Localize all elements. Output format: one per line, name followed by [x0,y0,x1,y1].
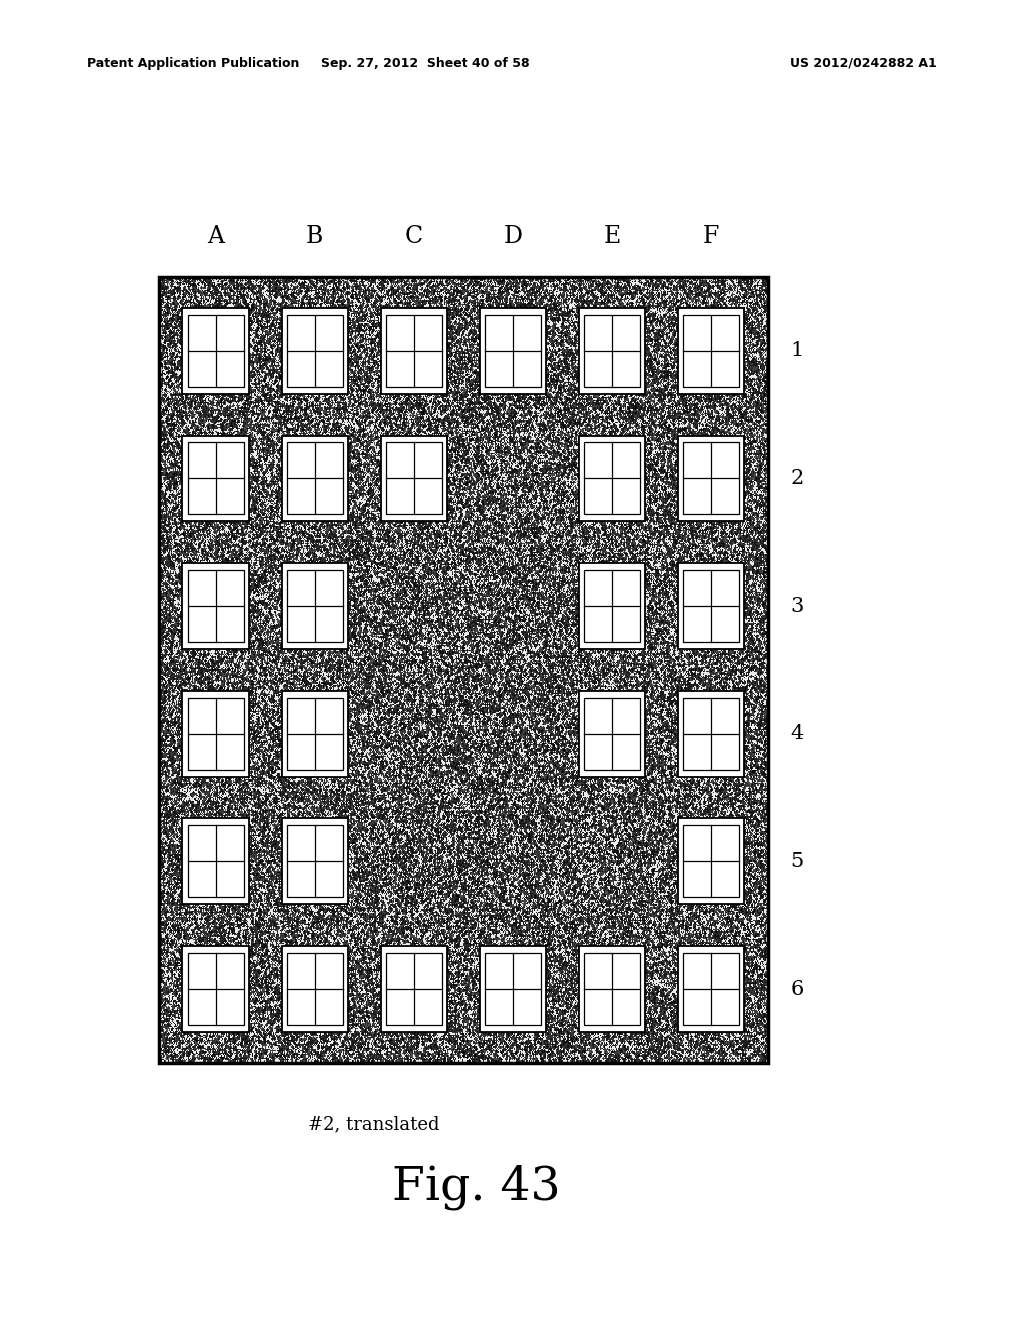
Text: C: C [404,226,423,248]
Bar [678,818,744,904]
Text: 6: 6 [791,979,804,998]
Bar [182,690,249,776]
Bar [683,825,739,898]
Bar [683,570,739,642]
Bar [381,436,447,521]
Text: E: E [603,226,621,248]
Text: 5: 5 [791,851,804,871]
Text: 1: 1 [791,342,804,360]
Bar [187,953,244,1026]
Bar [678,564,744,649]
Bar [579,436,645,521]
Text: Patent Application Publication: Patent Application Publication [87,57,299,70]
Bar [683,698,739,770]
Text: Fig. 43: Fig. 43 [392,1164,560,1209]
Bar [485,953,541,1026]
Bar [282,690,348,776]
Bar [683,442,739,515]
Bar [386,953,441,1026]
Bar [187,825,244,898]
Bar [579,946,645,1032]
Bar [584,953,640,1026]
Bar [683,953,739,1026]
Text: F: F [702,226,719,248]
Text: D: D [504,226,522,248]
Bar [182,946,249,1032]
Bar [678,308,744,393]
Text: A: A [207,226,224,248]
Bar [187,570,244,642]
Bar [182,308,249,393]
Text: #2, translated: #2, translated [308,1115,439,1134]
Bar [282,308,348,393]
Bar [678,436,744,521]
Bar [187,314,244,387]
Bar [282,946,348,1032]
Bar [287,825,343,898]
Bar [584,698,640,770]
Bar [159,277,768,1063]
Bar [584,442,640,515]
Bar [287,570,343,642]
Bar [287,698,343,770]
Bar [381,946,447,1032]
Bar [187,698,244,770]
Text: US 2012/0242882 A1: US 2012/0242882 A1 [791,57,937,70]
Text: Sep. 27, 2012  Sheet 40 of 58: Sep. 27, 2012 Sheet 40 of 58 [321,57,529,70]
Bar [182,436,249,521]
Bar [678,690,744,776]
Bar [182,564,249,649]
Text: 4: 4 [791,725,804,743]
Bar [287,953,343,1026]
Text: 2: 2 [791,469,804,488]
Bar [678,946,744,1032]
Bar [287,442,343,515]
Bar [386,442,441,515]
Bar [182,818,249,904]
Bar [479,946,546,1032]
Bar [287,314,343,387]
Bar [381,308,447,393]
Bar [282,564,348,649]
Bar [683,314,739,387]
Text: 3: 3 [791,597,804,615]
Bar [485,314,541,387]
Bar [282,818,348,904]
Bar [584,570,640,642]
Bar [584,314,640,387]
Bar [386,314,441,387]
Bar [187,442,244,515]
Bar [479,308,546,393]
Bar [579,564,645,649]
Bar [579,690,645,776]
Text: B: B [306,226,324,248]
Bar [282,436,348,521]
Bar [579,308,645,393]
